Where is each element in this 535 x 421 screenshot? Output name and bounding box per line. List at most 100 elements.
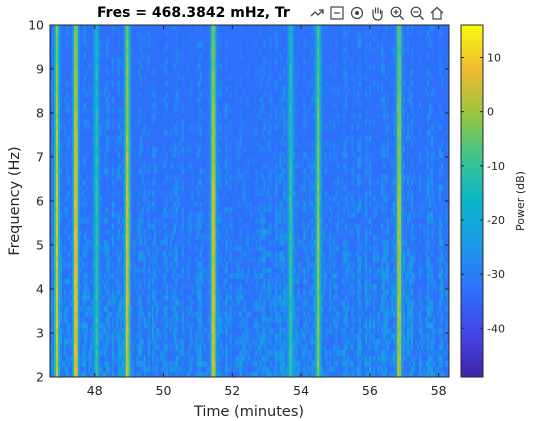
- heatmap-cell: [151, 311, 155, 318]
- heatmap-cell: [55, 305, 59, 312]
- heatmap-cell: [91, 157, 95, 164]
- heatmap-cell: [201, 228, 205, 235]
- heatmap-cell: [155, 278, 159, 285]
- heatmap-cell: [65, 228, 69, 235]
- heatmap-cell: [123, 63, 127, 70]
- heatmap-cell: [59, 316, 63, 323]
- heatmap-cell: [97, 272, 101, 279]
- heatmap-cell: [107, 349, 111, 356]
- heatmap-cell: [159, 322, 163, 329]
- heatmap-cell: [137, 63, 141, 70]
- heatmap-cell: [183, 283, 187, 290]
- heatmap-cell: [185, 305, 189, 312]
- heatmap-cell: [161, 333, 165, 340]
- heatmap-cell: [161, 256, 165, 263]
- heatmap-cell: [173, 245, 177, 252]
- heatmap-cell: [67, 206, 71, 213]
- heatmap-cell: [163, 80, 167, 87]
- heatmap-cell: [167, 272, 171, 279]
- heatmap-cell: [111, 278, 115, 285]
- heatmap-cell: [115, 294, 119, 301]
- heatmap-cell: [77, 146, 81, 153]
- heatmap-cell: [195, 283, 199, 290]
- heatmap-cell: [139, 305, 143, 312]
- heatmap-cell: [57, 58, 61, 65]
- heatmap-cell: [125, 371, 129, 377]
- heatmap-cell: [79, 47, 83, 54]
- heatmap-cell: [181, 316, 185, 323]
- heatmap-cell: [197, 69, 201, 76]
- heatmap-cell: [83, 316, 87, 323]
- heatmap-cell: [121, 36, 125, 43]
- heatmap-cell: [113, 107, 117, 114]
- heatmap-cell: [89, 250, 93, 257]
- heatmap-cell: [59, 355, 63, 362]
- heatmap-cell: [119, 206, 123, 213]
- heatmap-cell: [61, 124, 65, 131]
- heatmap-cell: [55, 69, 59, 76]
- heatmap-cell: [131, 195, 135, 202]
- heatmap-cell: [107, 311, 111, 318]
- heatmap-cell: [71, 333, 75, 340]
- heatmap-cell: [50, 344, 53, 351]
- heatmap-cell: [189, 151, 193, 158]
- heatmap-cell: [185, 311, 189, 318]
- heatmap-cell: [137, 239, 141, 246]
- heatmap-cell: [165, 250, 169, 257]
- heatmap-cell: [133, 129, 137, 136]
- heatmap-cell: [175, 74, 179, 81]
- heatmap-cell: [51, 322, 55, 329]
- heatmap-cell: [143, 234, 147, 241]
- heatmap-cell: [51, 107, 55, 114]
- heatmap-cell: [151, 360, 155, 367]
- heatmap-cell: [151, 146, 155, 153]
- heatmap-cell: [151, 322, 155, 329]
- heatmap-cell: [71, 355, 75, 362]
- heatmap-cell: [155, 245, 159, 252]
- heatmap-cell: [103, 107, 107, 114]
- heatmap-cell: [131, 300, 135, 307]
- heatmap-cell: [147, 190, 151, 197]
- heatmap-cell: [75, 96, 79, 103]
- heatmap-cell: [171, 283, 175, 290]
- heatmap-cell: [71, 85, 75, 92]
- heatmap-cell: [153, 102, 157, 109]
- heatmap-cell: [153, 195, 157, 202]
- heatmap-cell: [95, 30, 99, 37]
- heatmap-cell: [59, 300, 63, 307]
- heatmap-cell: [125, 338, 129, 345]
- heatmap-cell: [141, 349, 145, 356]
- heatmap-cell: [111, 162, 115, 169]
- heatmap-cell: [133, 305, 137, 312]
- heatmap-cell: [71, 371, 75, 377]
- heatmap-cell: [193, 256, 197, 263]
- heatmap-cell: [199, 184, 203, 191]
- heatmap-cell: [193, 135, 197, 142]
- heatmap-cell: [103, 360, 107, 367]
- heatmap-cell: [161, 349, 165, 356]
- heatmap-cell: [181, 58, 185, 65]
- heatmap-cell: [131, 239, 135, 246]
- heatmap-cell: [173, 305, 177, 312]
- heatmap-cell: [105, 250, 109, 257]
- heatmap-cell: [121, 146, 125, 153]
- heatmap-cell: [71, 278, 75, 285]
- heatmap-cell: [201, 118, 205, 125]
- heatmap-cell: [53, 333, 57, 340]
- heatmap-cell: [113, 146, 117, 153]
- heatmap-cell: [203, 212, 207, 219]
- heatmap-cell: [111, 140, 115, 147]
- heatmap-cell: [127, 190, 131, 197]
- heatmap-cell: [181, 223, 185, 230]
- heatmap-cell: [105, 80, 109, 87]
- heatmap-cell: [165, 85, 169, 92]
- heatmap-cell: [101, 327, 105, 334]
- heatmap-cell: [193, 168, 197, 175]
- heatmap-cell: [105, 311, 109, 318]
- heatmap-cell: [79, 74, 83, 81]
- heatmap-cell: [123, 157, 127, 164]
- heatmap-cell: [101, 217, 105, 224]
- heatmap-cell: [111, 179, 115, 186]
- heatmap-cell: [131, 52, 135, 59]
- heatmap-cell: [109, 36, 113, 43]
